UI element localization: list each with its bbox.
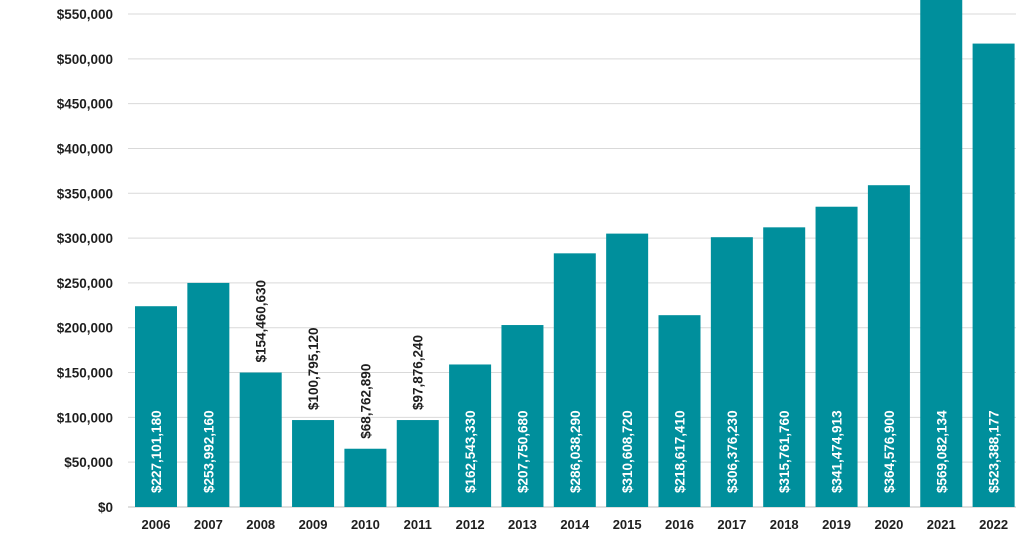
data-label: $227,101,180	[149, 410, 164, 493]
bars	[135, 0, 1015, 508]
bar-2012	[449, 364, 492, 507]
x-tick-label: 2013	[508, 517, 537, 532]
bar-2009	[292, 420, 335, 507]
data-label: $286,038,290	[568, 410, 583, 493]
y-tick-label: $300,000	[57, 231, 113, 246]
bar-2021	[920, 0, 963, 507]
data-label: $218,617,410	[673, 410, 688, 493]
bar-2008	[239, 372, 282, 507]
x-tick-label: 2010	[351, 517, 380, 532]
bar-2007	[187, 282, 230, 507]
y-tick-label: $100,000	[57, 410, 113, 425]
y-tick-label: $200,000	[57, 321, 113, 336]
bar-2015	[606, 233, 649, 508]
x-tick-label: 2011	[404, 517, 432, 532]
y-tick-label: $50,000	[64, 455, 113, 470]
bar-2018	[763, 227, 806, 508]
data-labels: $227,101,180 $253,992,160 $154,460,630 $100…	[149, 280, 1002, 493]
data-label: $315,761,760	[777, 410, 792, 493]
data-label: $523,388,177	[987, 410, 1002, 493]
data-label: $306,376,230	[725, 410, 740, 493]
x-tick-label: 2021	[927, 517, 956, 532]
y-tick-label: $450,000	[57, 97, 113, 112]
y-tick-label: $550,000	[57, 7, 113, 22]
x-tick-label: 2016	[665, 517, 694, 532]
x-tick-label: 2015	[613, 517, 642, 532]
y-tick-label: $150,000	[57, 366, 113, 381]
y-tick-label: $250,000	[57, 276, 113, 291]
bar-2011	[396, 420, 439, 507]
data-label: $154,460,630	[254, 280, 269, 363]
x-tick-label: 2018	[770, 517, 799, 532]
x-tick-label: 2007	[194, 517, 223, 532]
bar-2010	[344, 448, 387, 507]
x-tick-label: 2014	[560, 517, 590, 532]
data-label: $253,992,160	[201, 410, 216, 493]
bar-2006	[135, 306, 177, 507]
bar-2017	[710, 237, 753, 507]
y-tick-label: $500,000	[57, 52, 113, 67]
data-label: $207,750,680	[515, 410, 530, 493]
x-tick-label: 2012	[456, 517, 485, 532]
y-tick-label: $0	[98, 500, 113, 515]
bar-2022	[972, 43, 1015, 507]
x-tick-label: 2017	[717, 517, 746, 532]
x-tick-label: 2019	[822, 517, 851, 532]
data-label: $341,474,913	[830, 410, 845, 493]
x-tick-label: 2006	[142, 517, 171, 532]
data-label: $364,576,900	[882, 410, 897, 493]
data-label: $569,082,134	[934, 410, 949, 493]
data-label: $310,608,720	[620, 410, 635, 493]
data-label: $68,762,890	[358, 364, 373, 439]
data-label: $162,543,330	[463, 410, 478, 493]
x-tick-label: 2022	[979, 517, 1008, 532]
y-tick-label: $350,000	[57, 186, 113, 201]
y-tick-label: $400,000	[57, 141, 113, 156]
bar-2019	[815, 206, 858, 507]
bar-2014	[553, 253, 596, 507]
x-axis-ticks: 2006 2007 2008 2009 2010 2011 2012 2013 2014 2015…	[142, 517, 1009, 532]
data-label: $100,795,120	[306, 327, 321, 410]
bar-2016	[658, 315, 701, 507]
y-axis-ticks: $0 $50,000 $100,000 $150,000 $200,000 $250,00…	[57, 7, 113, 515]
x-tick-label: 2009	[299, 517, 328, 532]
x-tick-label: 2020	[874, 517, 903, 532]
bar-2013	[501, 325, 544, 507]
bar-2020	[867, 185, 910, 508]
data-label: $97,876,240	[411, 335, 426, 410]
x-tick-label: 2008	[246, 517, 275, 532]
